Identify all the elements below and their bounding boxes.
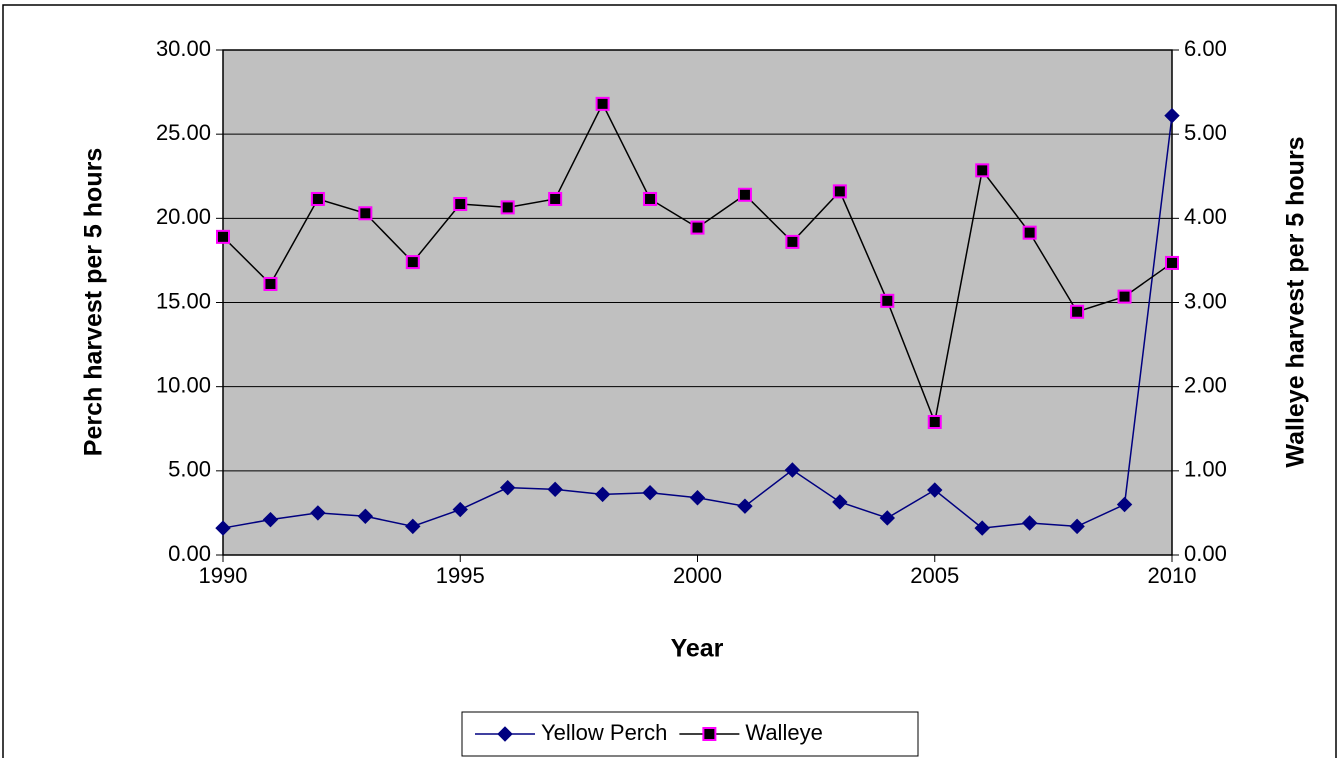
marker	[405, 518, 421, 535]
marker	[595, 96, 610, 111]
y-tick-label: 25.00	[156, 120, 211, 145]
y2-tick-label: 4.00	[1184, 204, 1227, 229]
marker	[1070, 304, 1085, 319]
y2-tick-label: 3.00	[1184, 288, 1227, 313]
y-tick-label: 5.00	[168, 457, 211, 482]
y-tick-label: 0.00	[168, 541, 211, 566]
marker	[880, 293, 895, 308]
y-axis-title: Perch harvest per 5 hours	[80, 148, 108, 456]
marker	[262, 511, 279, 528]
x-tick-label: 2005	[910, 563, 959, 588]
marker	[702, 727, 717, 741]
marker	[785, 234, 800, 249]
marker	[975, 163, 990, 178]
y2-tick-label: 1.00	[1184, 457, 1227, 482]
marker	[497, 726, 513, 742]
y2-tick-label: 2.00	[1184, 372, 1227, 397]
marker	[452, 501, 468, 518]
marker	[263, 276, 278, 291]
marker	[643, 191, 658, 206]
y2-tick-label: 0.00	[1184, 541, 1227, 566]
marker	[1069, 518, 1085, 535]
marker	[1021, 515, 1038, 531]
marker	[453, 197, 468, 212]
marker	[1117, 289, 1132, 304]
y-tick-label: 20.00	[156, 204, 211, 229]
marker	[784, 462, 801, 478]
marker	[1164, 107, 1180, 124]
marker	[548, 191, 563, 206]
marker	[927, 482, 943, 498]
plot-border	[222, 49, 1173, 556]
marker	[1165, 255, 1179, 270]
marker	[594, 486, 611, 503]
y-tick-label: 30.00	[156, 36, 211, 61]
x-tick-label: 2010	[1148, 563, 1197, 588]
marker	[832, 184, 847, 199]
marker	[499, 479, 516, 496]
marker	[879, 510, 896, 526]
legend-label: Walleye	[745, 720, 822, 745]
x-tick-label: 1995	[436, 563, 485, 588]
marker	[642, 485, 658, 501]
marker	[689, 490, 706, 506]
marker	[310, 191, 325, 206]
marker	[974, 520, 990, 536]
y-tick-label: 15.00	[156, 288, 211, 313]
y2-tick-label: 5.00	[1184, 120, 1227, 145]
marker	[500, 200, 515, 215]
marker	[832, 494, 848, 510]
x-axis-title: Year	[671, 635, 724, 663]
marker	[405, 255, 420, 270]
y2-axis-title: Walleye harvest per 5 hours	[1282, 136, 1310, 467]
marker	[690, 220, 705, 235]
x-tick-label: 2000	[673, 563, 722, 588]
marker	[547, 481, 563, 498]
marker	[1022, 225, 1037, 240]
marker	[357, 508, 374, 524]
marker	[927, 415, 942, 430]
x-tick-label: 1990	[199, 563, 248, 588]
marker	[737, 498, 753, 514]
y-tick-label: 10.00	[156, 372, 211, 397]
legend-label: Yellow Perch	[541, 720, 667, 745]
marker	[216, 229, 230, 244]
marker	[310, 505, 326, 521]
marker	[737, 187, 752, 202]
y2-tick-label: 6.00	[1184, 36, 1227, 61]
marker	[358, 206, 373, 221]
marker	[1116, 496, 1133, 513]
marker	[215, 520, 231, 536]
